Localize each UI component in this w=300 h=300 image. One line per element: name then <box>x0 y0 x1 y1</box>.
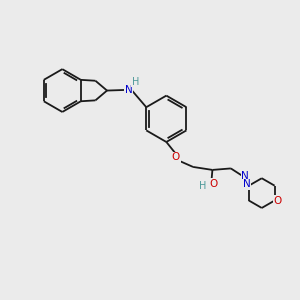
Text: O: O <box>274 196 282 206</box>
Text: H: H <box>132 76 139 87</box>
Text: N: N <box>241 171 249 181</box>
Text: O: O <box>172 152 180 162</box>
Text: N: N <box>124 85 132 95</box>
Text: O: O <box>209 179 218 189</box>
Text: N: N <box>243 179 251 190</box>
Text: H: H <box>199 181 206 191</box>
